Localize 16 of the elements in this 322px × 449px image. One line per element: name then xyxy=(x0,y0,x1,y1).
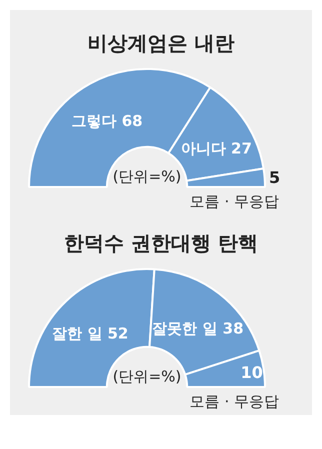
data-label: 38 xyxy=(222,319,244,338)
slice-label: 잘못한 일 xyxy=(152,319,218,338)
data-label: 10 xyxy=(240,362,263,382)
text: (단위=%) xyxy=(112,167,182,186)
slice-label: 모름 · 무응답 xyxy=(190,392,279,410)
slice-label: 잘한 일 xyxy=(52,324,102,342)
chart-title: 한덕수 권한대행 탄핵 xyxy=(63,230,259,257)
chart-title: 비상계엄은 내란 xyxy=(86,30,236,57)
data-label: 52 xyxy=(108,324,128,342)
text: (단위=%) xyxy=(112,367,182,386)
data-label: 68 xyxy=(122,112,143,130)
data-label: 27 xyxy=(231,139,252,158)
slice-label: 아니다 xyxy=(180,139,226,158)
data-label: 5 xyxy=(269,168,280,188)
slice-label: 그렇다 xyxy=(71,112,116,130)
slice-label: 모름 · 무응답 xyxy=(190,192,279,210)
